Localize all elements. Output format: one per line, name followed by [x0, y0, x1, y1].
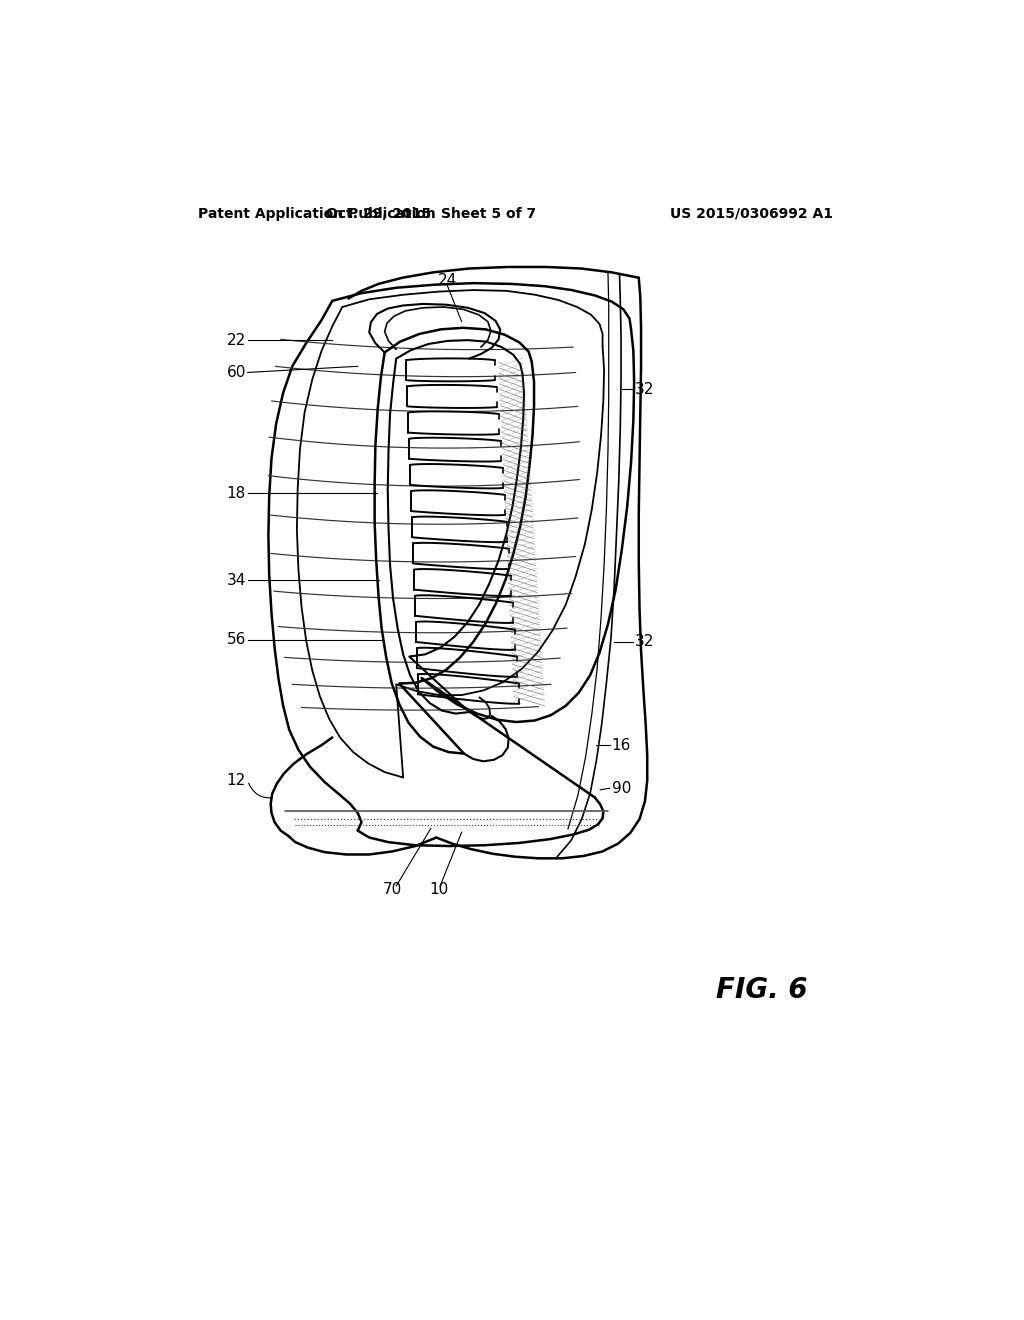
Text: 56: 56 [226, 632, 246, 647]
Text: Oct. 29, 2015  Sheet 5 of 7: Oct. 29, 2015 Sheet 5 of 7 [326, 207, 536, 220]
FancyArrowPatch shape [249, 783, 271, 799]
Text: 34: 34 [226, 573, 246, 587]
Text: Patent Application Publication: Patent Application Publication [199, 207, 436, 220]
Text: 90: 90 [611, 780, 631, 796]
Text: 22: 22 [226, 333, 246, 347]
Text: 10: 10 [429, 882, 449, 898]
Text: 32: 32 [635, 381, 654, 397]
Text: 16: 16 [611, 738, 631, 752]
Text: 32: 32 [635, 635, 654, 649]
Text: FIG. 6: FIG. 6 [716, 975, 807, 1005]
Text: 24: 24 [437, 272, 457, 288]
Text: 12: 12 [226, 774, 246, 788]
Text: 70: 70 [383, 882, 402, 898]
Text: 60: 60 [226, 364, 246, 380]
Text: US 2015/0306992 A1: US 2015/0306992 A1 [670, 207, 833, 220]
Text: 18: 18 [226, 486, 246, 500]
